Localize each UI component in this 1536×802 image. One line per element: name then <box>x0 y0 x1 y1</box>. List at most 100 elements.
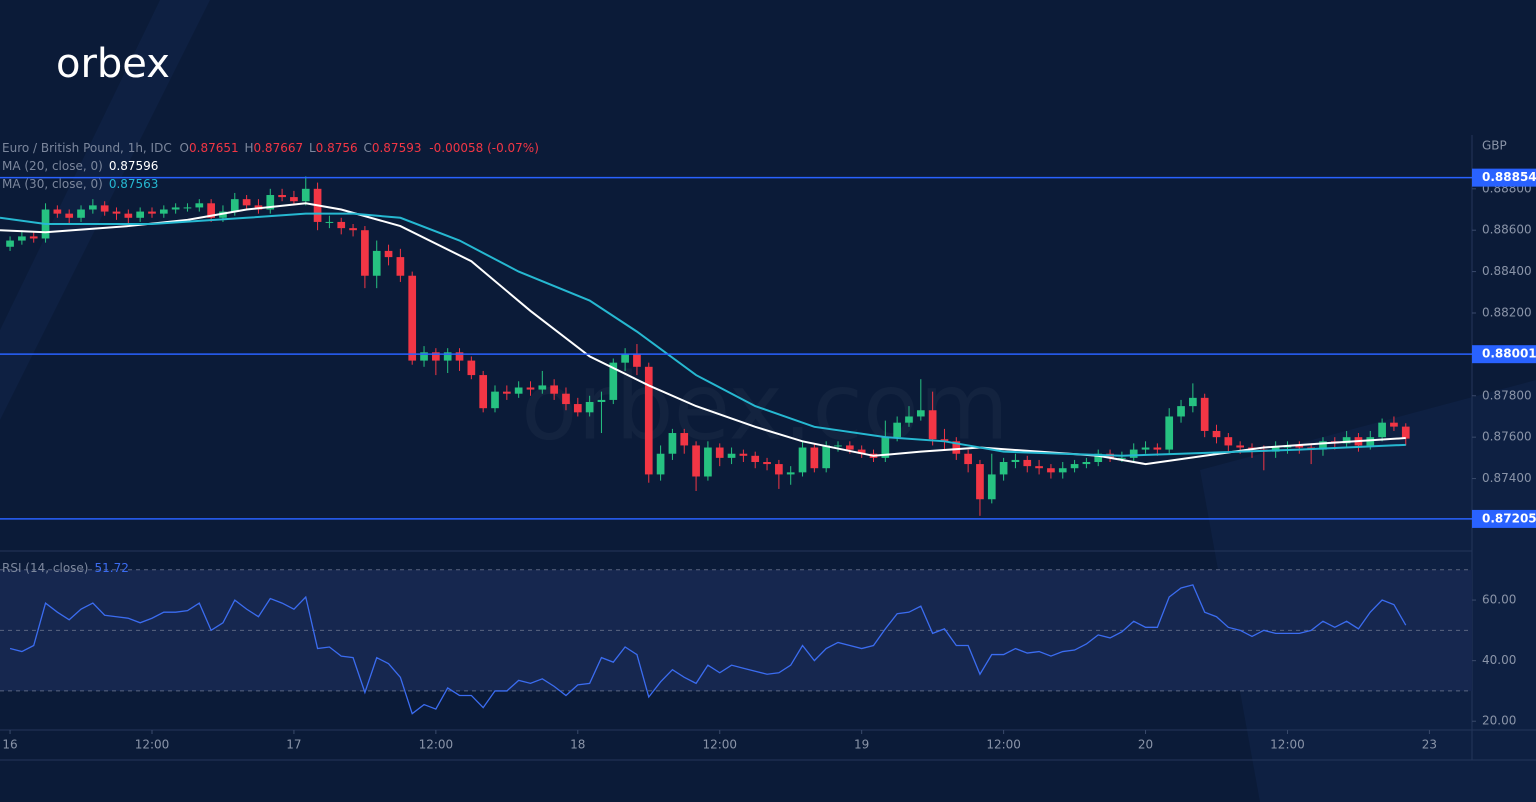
ohlc-label: O <box>180 141 189 155</box>
rsi-line <box>9 584 1407 715</box>
candle-body <box>893 422 902 438</box>
candle-body <box>1070 464 1079 469</box>
candle-body <box>810 447 819 469</box>
candle-body <box>77 209 85 218</box>
candle-body <box>195 203 204 208</box>
candle-body <box>644 366 653 475</box>
candle-body <box>976 464 984 500</box>
candle-body <box>325 221 334 223</box>
candle-body <box>798 447 807 473</box>
candle-body <box>715 447 724 458</box>
candle-body <box>1047 468 1055 473</box>
candle-body <box>916 410 925 417</box>
y-tick-label: 40.00 <box>1482 653 1516 667</box>
candle-body <box>349 228 357 231</box>
candle-body <box>751 455 760 463</box>
candle-body <box>1177 406 1185 417</box>
candle-body <box>1035 466 1043 469</box>
legend-value: 0.87563 <box>109 177 159 191</box>
chart-title: Euro / British Pound, 1h, IDC <box>2 141 172 155</box>
candle-body <box>455 352 464 361</box>
logo: orbex <box>56 41 170 87</box>
candle-body <box>1118 457 1126 459</box>
candle-body <box>1200 397 1209 431</box>
candle-body <box>290 197 298 202</box>
candle-body <box>704 447 712 477</box>
moving-average-line <box>0 212 1406 457</box>
candle-body <box>1129 449 1138 458</box>
candle-body <box>171 207 180 210</box>
ohlc-value: 0.87667 <box>253 141 303 155</box>
legend-name: MA (20, close, 0) <box>2 159 103 173</box>
candle-body <box>597 399 606 402</box>
candle-body <box>940 439 949 442</box>
x-tick-label: 12:00 <box>702 738 737 752</box>
candle-body <box>230 199 239 212</box>
candle-body <box>609 362 618 400</box>
y-tick-label: 0.88400 <box>1482 264 1532 278</box>
candle-body <box>1189 397 1197 407</box>
candle-body <box>633 354 641 367</box>
candle-body <box>1212 430 1221 438</box>
candle-body <box>692 445 700 477</box>
candle-body <box>100 205 109 212</box>
candle-body <box>207 203 215 218</box>
candle-body <box>562 393 570 405</box>
ohlc-label: H <box>244 141 253 155</box>
x-tick-label: 18 <box>570 738 585 752</box>
candle-body <box>65 213 74 218</box>
candle-body <box>372 250 381 276</box>
watermark: orbex.com <box>521 353 1009 460</box>
candle-body <box>668 433 677 454</box>
chart-header: Euro / British Pound, 1h, IDC O0.87651 H… <box>2 141 539 155</box>
candle-body <box>136 211 145 218</box>
legend-entry: MA (30, close, 0) 0.87563 <box>2 177 158 191</box>
candle-body <box>1236 445 1245 448</box>
candle-body <box>786 472 795 475</box>
candle-body <box>905 416 913 423</box>
candle-body <box>53 209 62 214</box>
x-tick-label: 20 <box>1138 738 1153 752</box>
candle-body <box>1082 462 1091 465</box>
candle-body <box>29 236 38 239</box>
candle-body <box>479 375 488 409</box>
candle-body <box>219 211 227 218</box>
candle-body <box>89 205 97 210</box>
y-tick-label: 0.87800 <box>1482 388 1532 402</box>
candle-body <box>266 195 275 210</box>
candle-body <box>763 462 771 465</box>
x-tick-label: 12:00 <box>135 738 170 752</box>
x-tick-label: 12:00 <box>1270 738 1305 752</box>
candle-body <box>301 188 310 202</box>
candle-body <box>1058 468 1067 473</box>
x-tick-label: 19 <box>854 738 869 752</box>
ohlc-label: L <box>309 141 316 155</box>
legend-name: RSI (14, close) <box>2 561 88 575</box>
candle-body <box>278 195 286 198</box>
price-change: -0.00058 (-0.07%) <box>429 141 539 155</box>
candle-body <box>585 401 594 413</box>
candle-body <box>1366 437 1375 446</box>
candle-body <box>502 391 511 394</box>
candle-body <box>337 221 346 229</box>
level-label-box <box>1472 168 1536 187</box>
candle-body <box>242 199 251 206</box>
y-tick-label: 60.00 <box>1482 593 1516 607</box>
candle-body <box>514 387 523 394</box>
x-tick-label: 23 <box>1422 738 1437 752</box>
y-tick-label: 0.87400 <box>1482 471 1532 485</box>
candle-body <box>1094 453 1103 463</box>
candle-body <box>727 453 736 458</box>
candle-body <box>1390 422 1398 427</box>
ohlc-value: 0.87593 <box>372 141 422 155</box>
currency-label: GBP <box>1482 139 1507 153</box>
candle-body <box>491 391 499 409</box>
candle-body <box>846 445 854 450</box>
candle-body <box>124 213 133 218</box>
x-tick-label: 12:00 <box>986 738 1021 752</box>
candle-body <box>987 474 996 500</box>
level-label: 0.88001 <box>1482 347 1536 361</box>
level-label-box <box>1472 509 1536 528</box>
candle-body <box>881 437 890 458</box>
